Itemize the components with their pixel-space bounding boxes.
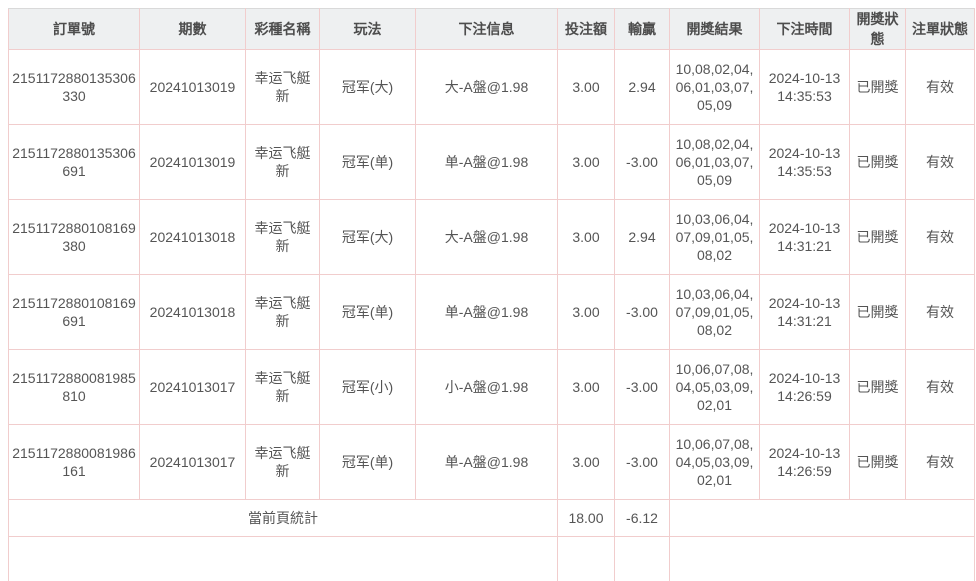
cell-draw-status: 已開獎 (850, 425, 906, 500)
cell-draw-status: 已開獎 (850, 125, 906, 200)
cell-play: 冠军(大) (320, 200, 416, 275)
table-footer: 當前頁統計 18.00 -6.12 (9, 500, 975, 581)
summary-label: 當前頁統計 (9, 500, 558, 537)
header-row: 訂單號 期數 彩種名稱 玩法 下注信息 投注額 輸贏 開獎結果 下注時間 開獎狀… (9, 9, 975, 50)
next-summary-row-clipped (9, 537, 975, 581)
cell-draw-status: 已開獎 (850, 275, 906, 350)
summary-empty (670, 500, 975, 537)
cell-win-loss: 2.94 (615, 200, 670, 275)
header-order-status: 注單狀態 (906, 9, 975, 50)
cell-lottery: 幸运飞艇新 (246, 125, 320, 200)
header-period: 期數 (140, 9, 246, 50)
header-order-id: 訂單號 (9, 9, 140, 50)
cell-play: 冠军(小) (320, 350, 416, 425)
table-body: 2151172880135306330 20241013019 幸运飞艇新 冠军… (9, 50, 975, 500)
cell-bet-info: 大-A盤@1.98 (416, 50, 558, 125)
cell-play: 冠军(单) (320, 425, 416, 500)
cell-win-loss: -3.00 (615, 275, 670, 350)
cell-bet-info: 小-A盤@1.98 (416, 350, 558, 425)
cell-order-id: 2151172880108169691 (9, 275, 140, 350)
cell-period: 20241013017 (140, 425, 246, 500)
table-row: 2151172880108169691 20241013018 幸运飞艇新 冠军… (9, 275, 975, 350)
cell-result: 10,06,07,08,04,05,03,09,02,01 (670, 350, 760, 425)
cell-bet-amount: 3.00 (558, 275, 615, 350)
cell-order-status: 有效 (906, 425, 975, 500)
table-row: 2151172880108169380 20241013018 幸运飞艇新 冠军… (9, 200, 975, 275)
header-bet-time: 下注時間 (760, 9, 850, 50)
cell-order-id: 2151172880135306691 (9, 125, 140, 200)
cell-bet-amount: 3.00 (558, 350, 615, 425)
clipped-cell (558, 537, 615, 581)
header-win-loss: 輸贏 (615, 9, 670, 50)
clipped-cell (670, 537, 975, 581)
cell-lottery: 幸运飞艇新 (246, 425, 320, 500)
cell-play: 冠军(单) (320, 275, 416, 350)
cell-period: 20241013019 (140, 125, 246, 200)
cell-bet-time: 2024-10-13 14:31:21 (760, 200, 850, 275)
cell-bet-amount: 3.00 (558, 50, 615, 125)
cell-period: 20241013018 (140, 275, 246, 350)
cell-bet-info: 单-A盤@1.98 (416, 275, 558, 350)
cell-order-id: 2151172880081986161 (9, 425, 140, 500)
table-row: 2151172880081985810 20241013017 幸运飞艇新 冠军… (9, 350, 975, 425)
table-header: 訂單號 期數 彩種名稱 玩法 下注信息 投注額 輸贏 開獎結果 下注時間 開獎狀… (9, 9, 975, 50)
table-row: 2151172880081986161 20241013017 幸运飞艇新 冠军… (9, 425, 975, 500)
cell-play: 冠军(大) (320, 50, 416, 125)
cell-result: 10,03,06,04,07,09,01,05,08,02 (670, 275, 760, 350)
cell-bet-info: 单-A盤@1.98 (416, 125, 558, 200)
cell-bet-time: 2024-10-13 14:26:59 (760, 425, 850, 500)
cell-result: 10,03,06,04,07,09,01,05,08,02 (670, 200, 760, 275)
cell-lottery: 幸运飞艇新 (246, 275, 320, 350)
cell-win-loss: -3.00 (615, 425, 670, 500)
cell-bet-info: 大-A盤@1.98 (416, 200, 558, 275)
table-row: 2151172880135306691 20241013019 幸运飞艇新 冠军… (9, 125, 975, 200)
cell-win-loss: 2.94 (615, 50, 670, 125)
cell-bet-info: 单-A盤@1.98 (416, 425, 558, 500)
cell-win-loss: -3.00 (615, 350, 670, 425)
cell-draw-status: 已開獎 (850, 50, 906, 125)
header-bet-amount: 投注額 (558, 9, 615, 50)
table-row: 2151172880135306330 20241013019 幸运飞艇新 冠军… (9, 50, 975, 125)
cell-order-status: 有效 (906, 125, 975, 200)
cell-lottery: 幸运飞艇新 (246, 200, 320, 275)
clipped-cell (9, 537, 558, 581)
cell-bet-amount: 3.00 (558, 425, 615, 500)
cell-bet-time: 2024-10-13 14:35:53 (760, 125, 850, 200)
cell-order-id: 2151172880135306330 (9, 50, 140, 125)
cell-draw-status: 已開獎 (850, 350, 906, 425)
cell-order-id: 2151172880108169380 (9, 200, 140, 275)
header-draw-status: 開獎狀態 (850, 9, 906, 50)
header-play: 玩法 (320, 9, 416, 50)
cell-order-status: 有效 (906, 50, 975, 125)
cell-play: 冠军(单) (320, 125, 416, 200)
cell-period: 20241013019 (140, 50, 246, 125)
cell-result: 10,08,02,04,06,01,03,07,05,09 (670, 50, 760, 125)
cell-bet-time: 2024-10-13 14:35:53 (760, 50, 850, 125)
clipped-cell (615, 537, 670, 581)
cell-order-status: 有效 (906, 350, 975, 425)
cell-result: 10,08,02,04,06,01,03,07,05,09 (670, 125, 760, 200)
summary-win-loss: -6.12 (615, 500, 670, 537)
cell-bet-amount: 3.00 (558, 125, 615, 200)
header-lottery: 彩種名稱 (246, 9, 320, 50)
cell-order-status: 有效 (906, 200, 975, 275)
cell-bet-time: 2024-10-13 14:31:21 (760, 275, 850, 350)
cell-lottery: 幸运飞艇新 (246, 50, 320, 125)
cell-win-loss: -3.00 (615, 125, 670, 200)
cell-period: 20241013018 (140, 200, 246, 275)
cell-draw-status: 已開獎 (850, 200, 906, 275)
cell-bet-time: 2024-10-13 14:26:59 (760, 350, 850, 425)
header-bet-info: 下注信息 (416, 9, 558, 50)
cell-period: 20241013017 (140, 350, 246, 425)
cell-order-status: 有效 (906, 275, 975, 350)
summary-row: 當前頁統計 18.00 -6.12 (9, 500, 975, 537)
cell-bet-amount: 3.00 (558, 200, 615, 275)
header-result: 開獎結果 (670, 9, 760, 50)
cell-order-id: 2151172880081985810 (9, 350, 140, 425)
summary-bet-amount: 18.00 (558, 500, 615, 537)
cell-result: 10,06,07,08,04,05,03,09,02,01 (670, 425, 760, 500)
cell-lottery: 幸运飞艇新 (246, 350, 320, 425)
bet-orders-table: 訂單號 期數 彩種名稱 玩法 下注信息 投注額 輸贏 開獎結果 下注時間 開獎狀… (8, 8, 975, 581)
